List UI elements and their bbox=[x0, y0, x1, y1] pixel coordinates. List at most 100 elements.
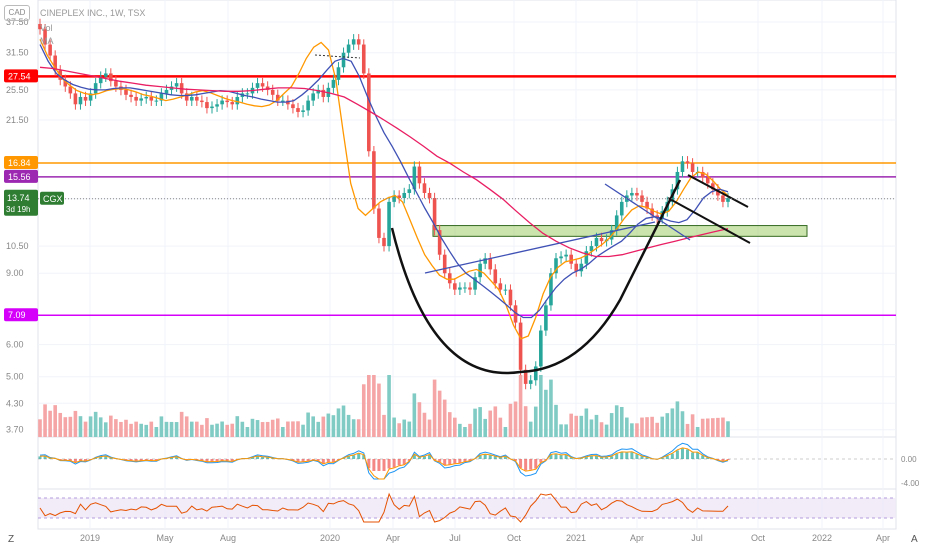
volume-bar bbox=[488, 411, 492, 437]
volume-bar bbox=[134, 422, 138, 437]
x-tick-label: May bbox=[156, 533, 174, 543]
volume-bar bbox=[160, 416, 164, 437]
volume-bar bbox=[144, 425, 148, 437]
volume-bar bbox=[493, 406, 497, 437]
volume-bar bbox=[519, 375, 523, 437]
legend-vol: Vol bbox=[40, 23, 53, 33]
price-label-text: 15.56 bbox=[8, 172, 31, 182]
candle-body bbox=[246, 93, 250, 94]
candle-body bbox=[402, 193, 406, 198]
y-tick-label: 25.50 bbox=[6, 85, 29, 95]
volume-bar bbox=[327, 414, 331, 437]
volume-bar bbox=[205, 418, 209, 437]
auto-scale-button[interactable]: A bbox=[911, 534, 918, 545]
volume-bar bbox=[397, 423, 401, 437]
currency-badge[interactable]: CAD bbox=[4, 5, 30, 21]
candle-body bbox=[195, 97, 199, 101]
macd-histogram-bar bbox=[352, 455, 355, 459]
volume-bar bbox=[473, 409, 477, 437]
volume-bar bbox=[58, 413, 62, 437]
candle-body bbox=[296, 108, 300, 112]
candle-body bbox=[190, 97, 194, 101]
x-tick-label: 2020 bbox=[320, 533, 340, 543]
candle-body bbox=[306, 101, 310, 111]
y-tick-label: 5.00 bbox=[6, 372, 24, 382]
volume-bar bbox=[428, 420, 432, 437]
volume-bar bbox=[241, 422, 245, 437]
volume-bar bbox=[38, 419, 42, 437]
volume-bar bbox=[382, 415, 386, 437]
candle-body bbox=[423, 183, 427, 193]
volume-bar bbox=[701, 419, 705, 437]
volume-bar bbox=[458, 424, 462, 437]
candle-body bbox=[332, 80, 336, 88]
volume-bar bbox=[504, 427, 508, 437]
zoom-icon[interactable]: Z bbox=[8, 534, 14, 545]
volume-bar bbox=[615, 405, 619, 437]
candle-body bbox=[200, 101, 204, 102]
volume-bar bbox=[311, 416, 315, 437]
macd-histogram-bar bbox=[448, 459, 451, 464]
volume-bar bbox=[306, 413, 310, 437]
volume-bar bbox=[372, 375, 376, 437]
candle-body bbox=[311, 93, 315, 100]
y-tick-label: 21.50 bbox=[6, 115, 29, 125]
volume-bar bbox=[529, 422, 533, 437]
candle-body bbox=[144, 97, 148, 98]
legend-title: CINEPLEX INC., 1W, TSX bbox=[40, 8, 145, 18]
zones bbox=[433, 226, 807, 237]
candle-body bbox=[519, 323, 523, 370]
volume-bar bbox=[271, 420, 275, 437]
volume-bar bbox=[721, 418, 725, 437]
volume-bar bbox=[574, 416, 578, 437]
candle-body bbox=[443, 255, 447, 274]
volume-bar bbox=[190, 422, 194, 437]
candle-body bbox=[74, 93, 78, 104]
volume-bar bbox=[463, 427, 467, 437]
volume-bar bbox=[337, 408, 341, 437]
candle-body bbox=[230, 102, 234, 104]
macd-histogram-bar bbox=[615, 454, 618, 459]
volume-bar bbox=[509, 404, 513, 437]
volume-bar bbox=[256, 420, 260, 437]
x-tick-label: Apr bbox=[630, 533, 644, 543]
macd-histogram-bar bbox=[691, 453, 694, 459]
volume-bar bbox=[483, 419, 487, 437]
candle-body bbox=[347, 45, 351, 53]
candle-body bbox=[448, 273, 452, 283]
macd-histogram-bar bbox=[620, 452, 623, 459]
volume-bar bbox=[514, 402, 518, 437]
macd-histogram-bar bbox=[681, 449, 684, 459]
symbol-text: CGX bbox=[43, 194, 63, 204]
volume-bar bbox=[235, 416, 239, 437]
candle-body bbox=[149, 97, 153, 101]
volume-bar bbox=[124, 420, 128, 437]
volume-bar bbox=[569, 414, 573, 437]
volume-bar bbox=[84, 422, 88, 437]
y-tick-label: 3.70 bbox=[6, 425, 24, 435]
candle-body bbox=[357, 39, 361, 44]
price-label-text: 7.09 bbox=[8, 310, 26, 320]
volume-bar bbox=[448, 412, 452, 437]
volume-bar bbox=[620, 407, 624, 437]
volume-bar bbox=[215, 424, 219, 437]
y-tick-label: 6.00 bbox=[6, 340, 24, 350]
volume-bar bbox=[170, 422, 174, 437]
volume-bar bbox=[716, 418, 720, 437]
volume-bar bbox=[402, 420, 406, 437]
macd-histogram-bar bbox=[393, 459, 396, 467]
candle-body bbox=[630, 193, 634, 195]
candle-body bbox=[458, 287, 462, 289]
volume-bar bbox=[119, 422, 123, 437]
volume-bar bbox=[564, 424, 568, 437]
candle-body bbox=[114, 81, 118, 86]
volume-bar bbox=[387, 375, 391, 437]
volume-bar bbox=[407, 422, 411, 437]
volume-bar bbox=[544, 390, 548, 437]
rsi-indicator bbox=[38, 494, 896, 522]
candle-body bbox=[205, 102, 209, 108]
candle-body bbox=[225, 101, 229, 102]
volume-bar bbox=[660, 417, 664, 437]
